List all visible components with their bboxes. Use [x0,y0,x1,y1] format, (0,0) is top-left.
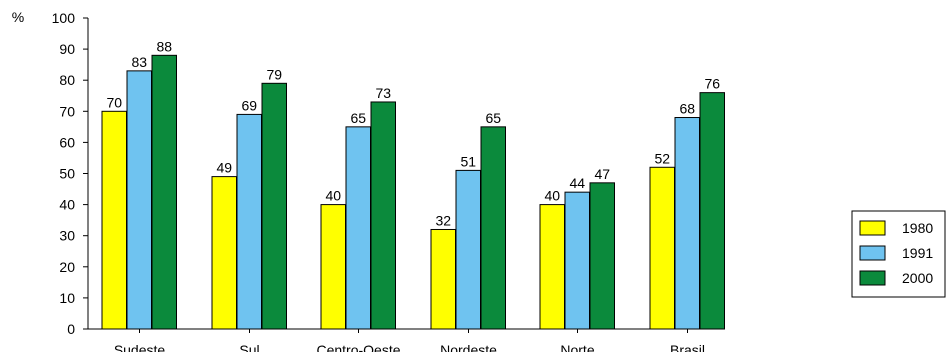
bar-1991-norte [564,191,590,330]
bar-1991-sul [236,113,262,330]
data-label: 40 [325,188,341,204]
y-axis-label: % [12,9,24,25]
y-tick-label: 0 [67,321,75,337]
bar-1991-brasil [674,117,700,330]
bar-1980-sudeste [101,110,127,330]
bar-1991-sudeste [126,70,152,330]
axes: 0 10 20 30 40 50 60 70 80 90 100 Sudeste Sul Centro-O… [52,10,725,352]
bars: 70 83 88 49 69 79 40 65 73 32 51 65 40 44 47 52 68 76 [101,38,725,330]
data-label: 49 [216,160,232,176]
bar-2000-centro-oeste [370,101,396,330]
data-label: 79 [266,66,282,82]
data-label: 68 [679,101,695,117]
bar-2000-sudeste [151,54,177,330]
bar-2000-sul [261,82,287,330]
bar-1980-nordeste [430,228,456,330]
data-label: 70 [106,94,122,110]
data-label: 52 [654,150,670,166]
bar-2000-nordeste [480,126,506,330]
legend-label-1980: 1980 [902,220,933,236]
y-tick-label: 60 [59,134,75,150]
data-label: 40 [544,188,560,204]
bar-1991-nordeste [455,169,481,330]
x-tick-label: Sul [239,342,259,352]
bar-1991-centro-oeste [345,126,371,330]
y-tick-label: 30 [59,228,75,244]
data-label: 65 [485,110,501,126]
data-label: 44 [569,175,585,191]
y-tick-label: 10 [59,290,75,306]
x-tick-label: Norte [560,342,594,352]
bar-2000-norte [589,182,615,330]
bar-1980-norte [539,204,565,330]
y-tick-label: 40 [59,197,75,213]
x-tick-label: Sudeste [114,342,166,352]
x-tick-label: Centro-Oeste [316,342,400,352]
y-tick-label: 70 [59,103,75,119]
bar-1980-centro-oeste [320,204,346,330]
data-label: 76 [704,76,720,92]
legend: 1980 1991 2000 [851,210,946,298]
data-label: 83 [131,54,147,70]
data-label: 47 [594,166,610,182]
legend-swatch-1991 [859,245,886,261]
data-label: 65 [350,110,366,126]
data-label: 69 [241,97,257,113]
y-tick-label: 100 [52,10,76,26]
y-tick-label: 20 [59,259,75,275]
y-tick-label: 90 [59,41,75,57]
bar-1980-brasil [649,166,675,330]
bar-1980-sul [211,176,237,330]
legend-swatch-2000 [859,270,886,286]
y-tick-label: 80 [59,72,75,88]
legend-swatch-1980 [859,220,886,236]
legend-label-2000: 2000 [902,270,933,286]
x-tick-label: Nordeste [440,342,497,352]
x-tick-label: Brasil [670,342,705,352]
data-label: 51 [460,153,476,169]
legend-label-1991: 1991 [902,245,933,261]
bar-2000-brasil [699,92,725,330]
data-label: 32 [435,212,451,228]
y-tick-label: 50 [59,166,75,182]
data-label: 88 [156,38,172,54]
data-label: 73 [375,85,391,101]
